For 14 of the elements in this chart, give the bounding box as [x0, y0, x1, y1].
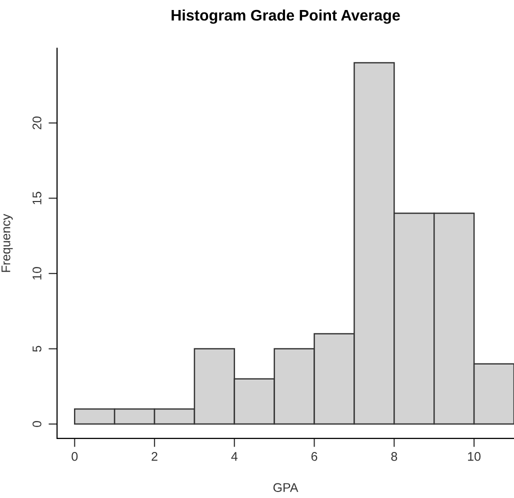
chart-title: Histogram Grade Point Average: [172, 9, 400, 24]
x-tick-label: 6: [311, 452, 318, 461]
y-tick-label: 10: [32, 267, 42, 280]
x-tick-label: 10: [468, 452, 481, 461]
y-tick-label: 20: [32, 116, 42, 130]
y-tick-label: 15: [32, 192, 42, 204]
x-tick-label: 4: [231, 452, 238, 461]
y-tick-label: 0: [32, 421, 42, 428]
y-axis-title: Frequency: [2, 214, 13, 272]
x-axis-title: GPA: [273, 483, 298, 492]
x-tick-label: 0: [72, 452, 78, 461]
x-tick-label: 2: [152, 452, 158, 461]
x-tick-label: 8: [391, 452, 398, 461]
y-tick-label: 5: [32, 346, 42, 352]
